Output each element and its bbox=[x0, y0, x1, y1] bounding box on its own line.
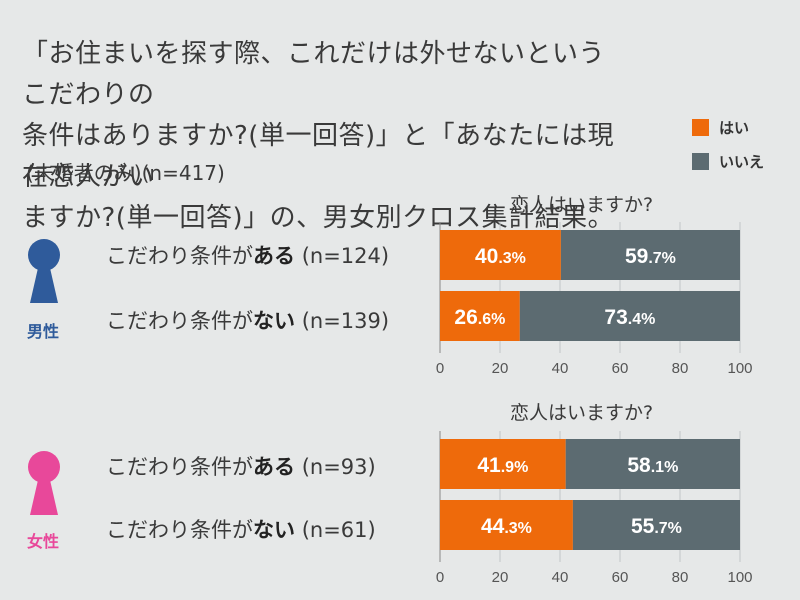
title-line-1: 「お住まいを探す際、これだけは外せないというこだわりの bbox=[22, 39, 606, 110]
bar-segment bbox=[440, 291, 520, 341]
title-line-2: 条件はありますか?(単一回答)」と「あなたには現在恋人がい bbox=[22, 121, 615, 192]
row-n: (n=124) bbox=[301, 244, 390, 268]
row-prefix: こだわり条件が bbox=[106, 455, 253, 479]
row-n: (n=139) bbox=[301, 309, 390, 333]
legend-label-no: いいえ bbox=[719, 152, 765, 171]
row-label-female-no: こだわり条件がない (n=61) bbox=[106, 514, 376, 544]
legend-item-yes: はい bbox=[692, 118, 764, 137]
gender-label-female: 女性 bbox=[27, 532, 60, 551]
axis-tick-label: 20 bbox=[492, 360, 509, 377]
row-label-male-yes: こだわり条件がある (n=124) bbox=[106, 240, 389, 270]
row-n: (n=93) bbox=[301, 455, 376, 479]
title-line-3: ますか?(単一回答)」の、男女別クロス集計結果。 bbox=[22, 203, 615, 233]
row-label-male-no: こだわり条件がない (n=139) bbox=[106, 305, 389, 335]
bar-segment bbox=[440, 230, 561, 280]
bar-segment bbox=[440, 500, 573, 550]
bar-value-label: 26.6% bbox=[454, 306, 505, 329]
axis-tick-label: 40 bbox=[552, 569, 569, 586]
axis-tick-label: 60 bbox=[612, 360, 629, 377]
axis-tick-label: 40 bbox=[552, 360, 569, 377]
row-prefix: こだわり条件が bbox=[106, 518, 253, 542]
row-emphasis: ない bbox=[253, 309, 295, 333]
male-keyhole-icon bbox=[28, 239, 60, 303]
bar-value-label: 40.3% bbox=[475, 245, 526, 268]
chart-title: 「お住まいを探す際、これだけは外せないというこだわりの 条件はありますか?(単一… bbox=[22, 34, 622, 239]
bar-segment bbox=[519, 291, 740, 341]
axis-tick-label: 100 bbox=[727, 360, 752, 377]
block-title-male: 恋人はいますか? bbox=[510, 194, 654, 216]
legend: はい いいえ bbox=[692, 118, 764, 186]
axis-tick-label: 0 bbox=[436, 360, 444, 377]
plot-female: 0 20 40 60 80 100 41.9% 58.1% 44.3% 55.7% bbox=[436, 431, 753, 586]
row-emphasis: ある bbox=[253, 244, 295, 268]
bar-value-label: 73.4% bbox=[604, 306, 655, 329]
bar-segment bbox=[565, 439, 740, 489]
bar-segment bbox=[440, 439, 566, 489]
bar-value-label: 59.7% bbox=[625, 245, 676, 268]
legend-swatch-no bbox=[692, 152, 709, 170]
row-emphasis: ない bbox=[253, 518, 295, 542]
bar-segment bbox=[560, 230, 740, 280]
gender-label-male: 男性 bbox=[27, 322, 60, 341]
legend-swatch-yes bbox=[692, 118, 709, 136]
legend-item-no: いいえ bbox=[692, 152, 765, 171]
bar-value-label: 58.1% bbox=[627, 454, 678, 477]
axis-tick-label: 80 bbox=[672, 360, 689, 377]
bar-value-label: 44.3% bbox=[481, 515, 532, 538]
row-emphasis: ある bbox=[253, 455, 295, 479]
row-n: (n=61) bbox=[301, 518, 376, 542]
chart-subtitle: (未婚者のみ)(n=417) bbox=[26, 161, 225, 185]
row-label-female-yes: こだわり条件がある (n=93) bbox=[106, 451, 376, 481]
axis-tick-label: 80 bbox=[672, 569, 689, 586]
axis-tick-label: 60 bbox=[612, 569, 629, 586]
row-prefix: こだわり条件が bbox=[106, 309, 253, 333]
plot-male: 0 20 40 60 80 100 40.3% 59.7% 26.6% 73.4% bbox=[436, 222, 753, 377]
bar-value-label: 41.9% bbox=[477, 454, 528, 477]
bar-value-label: 55.7% bbox=[631, 515, 682, 538]
female-keyhole-icon bbox=[28, 451, 60, 515]
axis-tick-label: 20 bbox=[492, 569, 509, 586]
block-title-female: 恋人はいますか? bbox=[510, 402, 654, 424]
bar-segment bbox=[572, 500, 740, 550]
legend-label-yes: はい bbox=[719, 118, 750, 137]
axis-tick-label: 100 bbox=[727, 569, 752, 586]
axis-tick-label: 0 bbox=[436, 569, 444, 586]
row-prefix: こだわり条件が bbox=[106, 244, 253, 268]
